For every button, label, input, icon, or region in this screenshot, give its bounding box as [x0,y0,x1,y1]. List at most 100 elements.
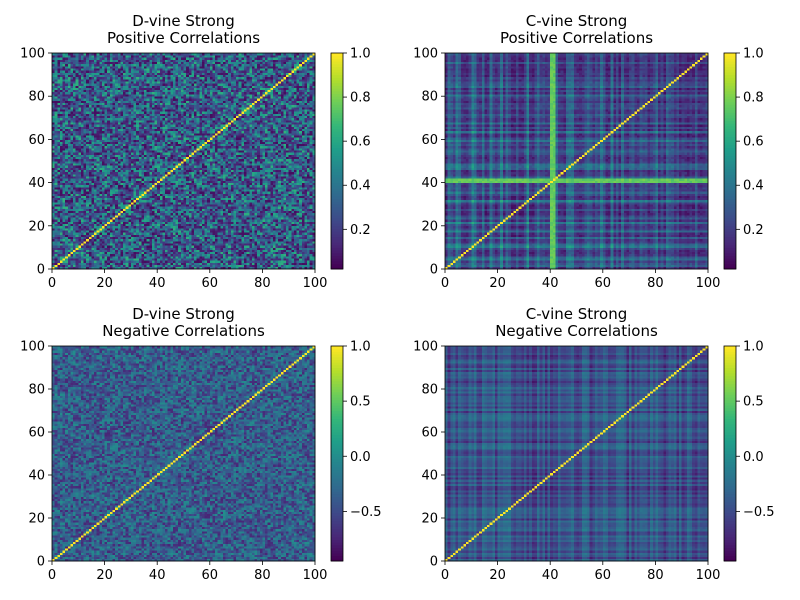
heatmap-cell [262,263,265,266]
heatmap-cell [155,204,158,207]
heatmap-cell [244,239,247,242]
heatmap-cell [299,232,302,235]
heatmap-cell [276,219,279,222]
heatmap-cell [220,250,223,253]
heatmap-cell [97,196,100,199]
heatmap-cell [89,237,92,240]
heatmap-cell [233,265,236,268]
heatmap-cell [226,204,229,207]
heatmap-cell [299,196,302,199]
heatmap-cell [231,189,234,192]
heatmap-cell [239,265,242,268]
heatmap-cell [252,189,255,192]
heatmap-cell [107,226,110,229]
heatmap-cell [115,206,118,209]
heatmap-cell [212,211,215,214]
heatmap-cell [252,217,255,220]
heatmap-cell [55,202,58,205]
heatmap-cell [170,198,173,201]
heatmap-cell [115,202,118,205]
heatmap-cell [265,206,268,209]
heatmap-cell [152,247,155,250]
heatmap-cell [270,189,273,192]
heatmap-cell [307,211,310,214]
heatmap-cell [110,252,113,255]
heatmap-cell [226,263,229,266]
heatmap-cell [310,189,313,192]
heatmap-cell [273,211,276,214]
heatmap-cell [173,213,176,216]
heatmap-cell [207,256,210,259]
heatmap-cell [270,191,273,194]
heatmap-cell [136,219,139,222]
heatmap-cell [120,241,123,244]
heatmap-cell [55,219,58,222]
heatmap-cell [110,258,113,261]
heatmap-cell [231,247,234,250]
heatmap-cell [86,187,89,190]
heatmap-cell [241,228,244,231]
heatmap-cell [76,239,79,242]
heatmap-cell [202,202,205,205]
heatmap-cell [294,241,297,244]
heatmap-cell [118,200,121,203]
heatmap-cell [262,224,265,227]
heatmap-cell [181,237,184,240]
heatmap-cell [152,200,155,203]
heatmap-cell [281,202,284,205]
heatmap-cell [68,247,71,250]
heatmap-cell [299,239,302,242]
heatmap-cell [304,204,307,207]
heatmap-cell [57,191,60,194]
heatmap-cell [194,258,197,261]
heatmap-cell [205,228,208,231]
heatmap-cell [94,263,97,266]
heatmap-cell [55,206,58,209]
heatmap-cell [210,226,213,229]
heatmap-cell [97,265,100,268]
heatmap-cell [128,250,131,253]
heatmap-cell [304,193,307,196]
heatmap-cell [81,265,84,268]
heatmap-cell [233,234,236,237]
heatmap-cell [255,209,258,212]
heatmap-cell [86,256,89,259]
heatmap-cell [247,230,250,233]
heatmap-cell [304,245,307,248]
heatmap-cell [149,217,152,220]
heatmap-cell [310,198,313,201]
heatmap-cell [57,228,60,231]
heatmap-cell [168,241,171,244]
heatmap-cell [84,263,87,266]
heatmap-cell [52,247,55,250]
heatmap-cell [265,256,268,259]
heatmap-cell [60,239,63,242]
heatmap-cell [218,247,221,250]
heatmap-cell [170,263,173,266]
heatmap-cell [218,252,221,255]
heatmap-cell [112,215,115,218]
heatmap-cell [307,226,310,229]
heatmap-cell [291,202,294,205]
heatmap-cell [184,263,187,266]
heatmap-cell [178,228,181,231]
heatmap-cell [228,209,231,212]
heatmap-cell [155,200,158,203]
heatmap-cell [57,209,60,212]
heatmap-cell [310,234,313,237]
heatmap-cell [123,209,126,212]
heatmap-cell [202,265,205,268]
heatmap-cell [299,265,302,268]
heatmap-cell [139,217,142,220]
heatmap-cell [68,209,71,212]
heatmap-cell [244,247,247,250]
heatmap-cell [165,215,168,218]
heatmap-cell [191,247,194,250]
heatmap-cell [78,198,81,201]
heatmap-cell [176,232,179,235]
heatmap-cell [99,211,102,214]
heatmap-cell [302,232,305,235]
heatmap-cell [144,230,147,233]
heatmap-cell [189,202,192,205]
heatmap-cell [176,217,179,220]
